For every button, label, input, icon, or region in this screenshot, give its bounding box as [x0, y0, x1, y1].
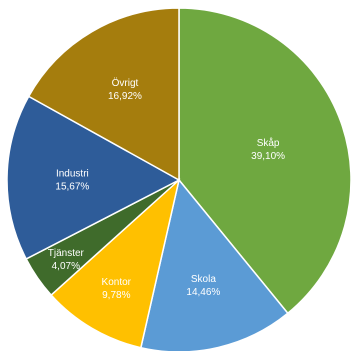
slice-percent: 15,67%: [55, 181, 89, 192]
slice-label-4: Industri 15,67%: [55, 168, 89, 192]
slice-label-2: Kontor 9,78%: [102, 277, 132, 301]
pie-slice-2: [50, 177, 181, 349]
slice-percent: 39,10%: [251, 151, 285, 162]
slice-category: Kontor: [102, 277, 132, 288]
slice-label-0: Skåp 39,10%: [251, 137, 285, 162]
slice-label-3: Tjänster 4,07%: [48, 248, 85, 272]
slice-percent: 16,92%: [108, 91, 142, 102]
slice-percent: 9,78%: [102, 290, 130, 301]
slice-category: Skola: [191, 274, 216, 285]
pie-slice-1: [139, 178, 289, 351]
pie-slices: [6, 7, 352, 351]
pie-slice-0: [178, 7, 352, 315]
slice-percent: 14,46%: [186, 287, 220, 298]
pie-labels: Skåp 39,10% Skola 14,46% Kontor 9,78% Tjänster…: [48, 77, 285, 301]
slice-category: Industri: [56, 168, 89, 179]
slice-category: Skåp: [257, 137, 280, 149]
slice-category: Övrigt: [112, 77, 139, 89]
slice-percent: 4,07%: [52, 261, 80, 272]
slice-label-5: Övrigt 16,92%: [108, 77, 142, 102]
slice-category: Tjänster: [48, 248, 85, 259]
pie-slice-4: [6, 95, 181, 260]
slice-label-1: Skola 14,46%: [186, 274, 220, 298]
pie-slice-5: [27, 7, 180, 182]
